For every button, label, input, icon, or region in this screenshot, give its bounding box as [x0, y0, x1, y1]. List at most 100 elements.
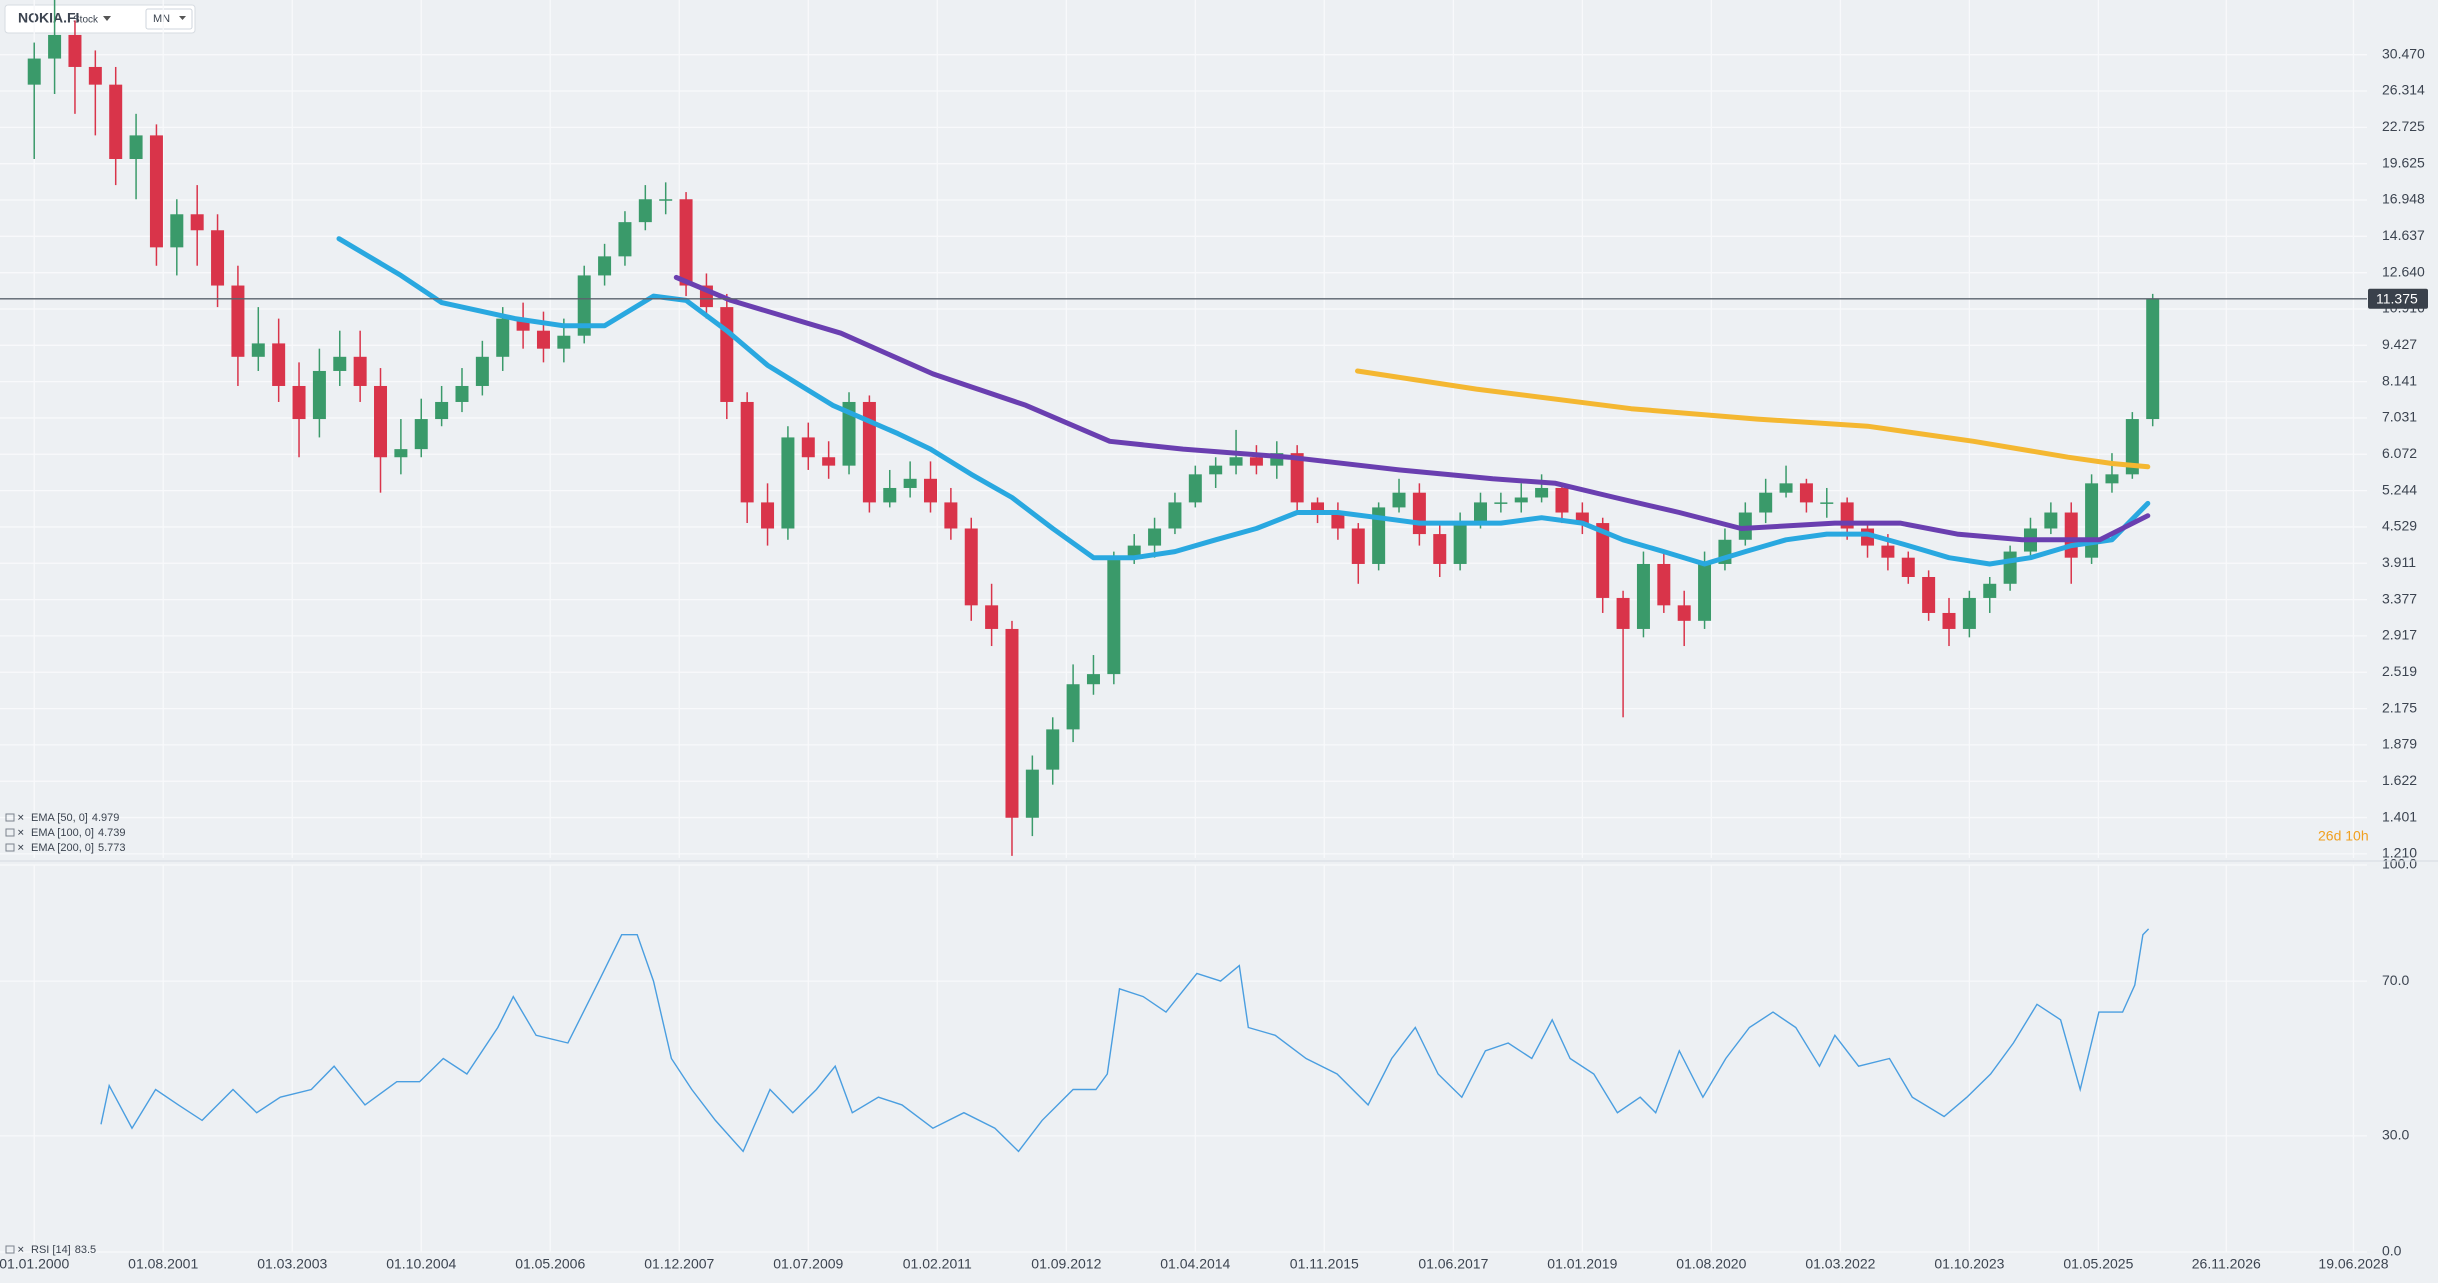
candle-body	[720, 307, 734, 402]
ema-line	[336, 236, 2151, 567]
x-tick-label: 01.08.2020	[1676, 1256, 1746, 1272]
x-tick-label: 01.05.2006	[515, 1256, 585, 1272]
y-tick-label: 2.917	[2382, 627, 2417, 643]
candle-body	[1331, 512, 1345, 529]
x-tick-label: 01.06.2017	[1418, 1256, 1488, 1272]
candle-body	[312, 370, 326, 420]
y-tick-label: 1.401	[2382, 808, 2417, 824]
candle-body	[1514, 497, 1528, 503]
candle-body	[435, 401, 449, 420]
candle-body	[1636, 563, 1650, 629]
legend-icon: ✕	[17, 1244, 25, 1254]
candle-body	[801, 437, 815, 458]
candle-body	[1657, 563, 1671, 606]
candle-body	[1881, 545, 1895, 558]
x-tick-label: 01.07.2009	[773, 1256, 843, 1272]
y-tick-label: 12.640	[2382, 263, 2425, 279]
y-tick-label: 22.725	[2382, 118, 2425, 134]
y-tick-label: 1.879	[2382, 736, 2417, 752]
candle-body	[190, 214, 204, 231]
candle-body	[1820, 502, 1834, 504]
candle-body	[1148, 528, 1162, 546]
rsi-tick-label: 30.0	[2382, 1127, 2409, 1143]
candle-body	[1433, 534, 1447, 564]
symbol: NOKIA.FI	[18, 10, 79, 26]
legend-icon: ✕	[17, 827, 25, 837]
candle-body	[394, 449, 408, 458]
candle-body	[2085, 483, 2099, 558]
legend-name: EMA [100, 0]	[31, 827, 94, 839]
legend-name: EMA [50, 0]	[31, 812, 88, 824]
legend-value: 4.739	[98, 827, 126, 839]
legend-icon	[5, 828, 15, 837]
y-tick-label: 16.948	[2382, 191, 2425, 207]
candle-body	[1229, 457, 1243, 466]
dropdown-caret	[103, 16, 111, 21]
y-tick-label: 5.244	[2382, 481, 2417, 497]
candle-body	[1372, 507, 1386, 564]
candle-body	[170, 214, 184, 248]
x-tick-label: 01.12.2007	[644, 1256, 714, 1272]
candle-body	[842, 401, 856, 466]
countdown: 26d 10h	[2318, 828, 2369, 844]
candle-body	[577, 275, 591, 336]
candle-body	[1759, 492, 1773, 513]
candle-body	[1086, 674, 1100, 685]
candle-body	[822, 457, 836, 466]
legend-name: EMA [200, 0]	[31, 842, 94, 854]
y-tick-label: 6.072	[2382, 445, 2417, 461]
legend-icon: ✕	[17, 842, 25, 852]
candle-body	[1025, 769, 1039, 818]
legend-value: 83.5	[75, 1244, 96, 1256]
candle-body	[638, 199, 652, 223]
candle-body	[1392, 492, 1406, 508]
candle-body	[149, 135, 163, 248]
candle-body	[903, 478, 917, 488]
x-tick-label: 26.11.2026	[2192, 1256, 2261, 1272]
x-tick-label: 01.11.2015	[1290, 1256, 1359, 1272]
legend-value: 5.773	[98, 842, 126, 854]
candle-body	[68, 34, 82, 67]
x-tick-label: 01.10.2023	[1934, 1256, 2004, 1272]
candle-body	[1677, 605, 1691, 621]
candle-body	[1290, 453, 1304, 503]
candle-body	[761, 502, 775, 529]
candle-body	[1535, 487, 1549, 498]
candle-body	[1799, 483, 1813, 503]
y-tick-label: 7.031	[2382, 409, 2417, 425]
candle-body	[211, 230, 225, 286]
x-tick-label: 01.04.2014	[1160, 1256, 1230, 1272]
candle-body	[1983, 583, 1997, 598]
legend-icon	[5, 843, 15, 852]
y-tick-label: 4.529	[2382, 518, 2417, 534]
y-tick-label: 1.622	[2382, 772, 2417, 788]
candle-body	[781, 437, 795, 529]
candle-body	[333, 356, 347, 371]
candle-body	[679, 199, 693, 286]
candle-body	[1249, 457, 1263, 466]
candle-body	[1779, 483, 1793, 493]
legend-icon: ✕	[17, 812, 25, 822]
legend-icon	[5, 1245, 15, 1254]
candle-body	[1922, 576, 1936, 613]
candle-body	[964, 528, 978, 606]
candle-body	[455, 385, 469, 402]
candle-body	[1962, 597, 1976, 629]
x-tick-label: 01.02.2011	[903, 1256, 972, 1272]
candle-body	[883, 487, 897, 503]
instrument-type: Stock	[73, 15, 99, 26]
candle-body	[292, 385, 306, 420]
candle-body	[1127, 545, 1141, 558]
candle-body	[740, 401, 754, 503]
candle-body	[1311, 502, 1325, 513]
interval-select[interactable]	[145, 8, 193, 30]
x-tick-label: 01.01.2019	[1547, 1256, 1617, 1272]
candle-body	[109, 84, 123, 159]
candle-body	[1494, 502, 1508, 504]
candle-body	[2125, 419, 2139, 475]
legend-icon	[5, 813, 15, 822]
candle-body	[48, 34, 62, 59]
candle-body	[2064, 512, 2078, 558]
